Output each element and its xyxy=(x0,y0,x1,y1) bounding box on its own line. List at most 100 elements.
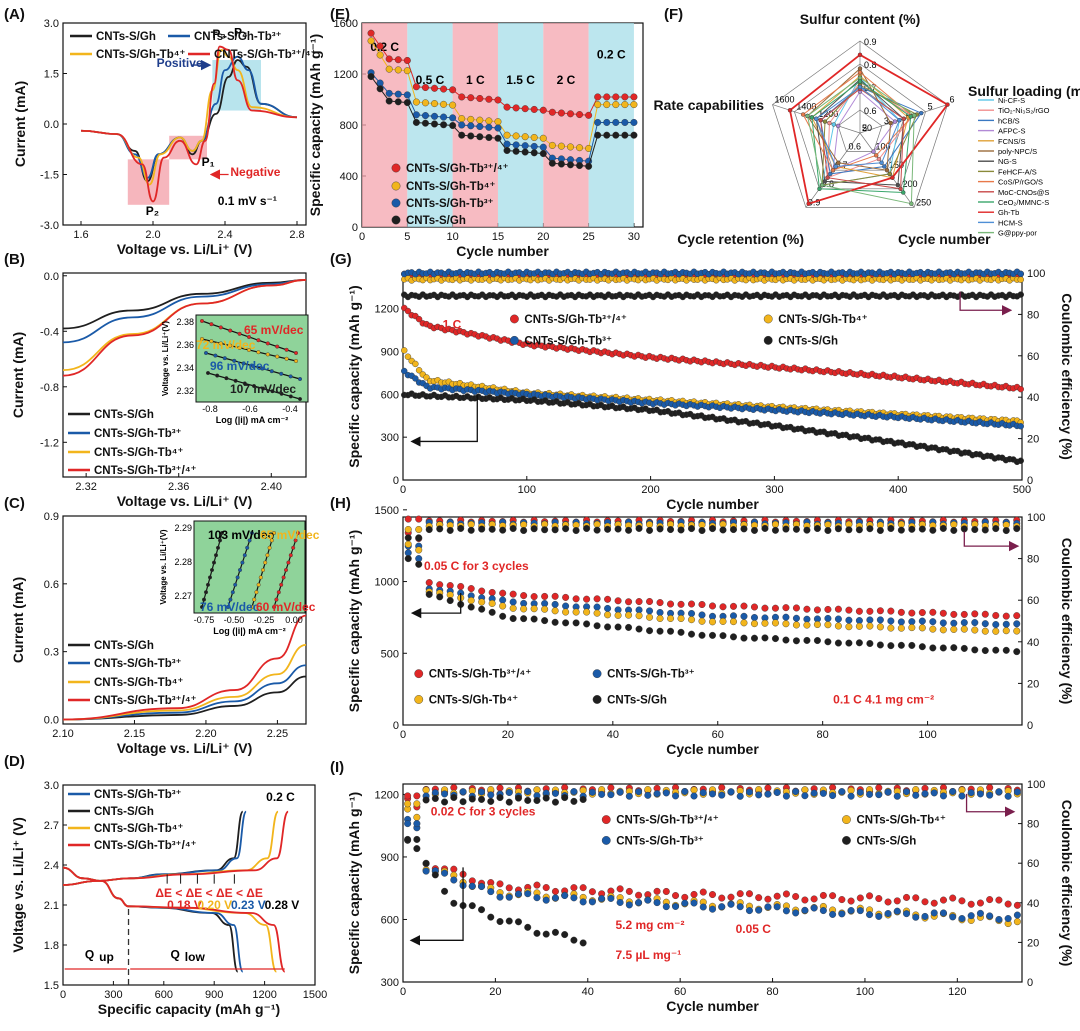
capacity-point xyxy=(404,555,412,563)
capacity-point xyxy=(875,912,883,920)
efficiency-point xyxy=(404,534,412,542)
capacity-point xyxy=(824,621,832,629)
inset-point xyxy=(296,531,301,536)
capacity-point xyxy=(625,623,633,631)
capacity-point xyxy=(509,615,517,623)
efficiency-point xyxy=(967,789,975,797)
y-tick-label: 300 xyxy=(381,432,399,444)
capacity-point xyxy=(813,621,821,629)
data-point xyxy=(494,118,502,126)
capacity-point xyxy=(425,579,433,587)
negative-label: Negative xyxy=(230,165,280,179)
efficiency-point xyxy=(583,524,591,532)
data-point xyxy=(403,91,411,99)
capacity-point xyxy=(487,913,495,921)
efficiency-point xyxy=(1013,788,1021,796)
capacity-point xyxy=(478,598,486,606)
efficiency-point xyxy=(792,788,800,796)
capacity-point xyxy=(646,597,654,605)
efficiency-point xyxy=(441,790,449,798)
efficiency-point xyxy=(644,791,652,799)
radar-series xyxy=(811,75,909,179)
capacity-point xyxy=(803,636,811,644)
capacity-point xyxy=(824,638,832,646)
capacity-point xyxy=(718,903,726,911)
inset-point xyxy=(240,560,245,565)
data-point xyxy=(385,89,393,97)
inset-point xyxy=(233,582,238,587)
efficiency-point xyxy=(404,820,412,828)
capacity-point xyxy=(551,887,559,895)
x-tick-label: 20 xyxy=(537,231,549,243)
legend-entry: MoC-CNOs@S xyxy=(998,188,1049,197)
efficiency-point xyxy=(986,791,994,799)
capacity-point xyxy=(801,896,809,904)
capacity-point xyxy=(572,595,580,603)
capacity-point xyxy=(939,896,947,904)
capacity-point xyxy=(740,634,748,642)
radar-point xyxy=(809,115,815,120)
capacity-point xyxy=(699,903,707,911)
lsv-curve xyxy=(62,675,307,721)
capacity-point xyxy=(939,619,947,627)
capacity-point xyxy=(496,893,504,901)
inset-point xyxy=(274,597,279,602)
data-point xyxy=(512,147,520,155)
y-tick-label: 3.0 xyxy=(44,780,59,792)
inset-point xyxy=(265,341,270,346)
capacity-point xyxy=(866,607,874,615)
data-point xyxy=(539,106,547,114)
efficiency-point xyxy=(1017,276,1024,283)
capacity-point xyxy=(1013,627,1021,635)
capacity-point xyxy=(967,900,975,908)
x-axis-label: Cycle number xyxy=(666,496,759,512)
capacity-point xyxy=(677,615,685,623)
data-point xyxy=(566,143,574,151)
legend-entry: CNTs-S/Gh-Tb⁴⁺ xyxy=(94,823,183,835)
capacity-point xyxy=(897,641,905,649)
efficiency-point xyxy=(616,788,624,796)
data-point xyxy=(385,55,393,63)
data-point xyxy=(576,111,584,119)
inset-point xyxy=(237,568,242,573)
capacity-point xyxy=(570,894,578,902)
data-point xyxy=(530,149,538,157)
data-point xyxy=(385,65,393,73)
x-tick-label: 300 xyxy=(765,484,783,496)
y2-tick-label: 0 xyxy=(1027,475,1033,487)
efficiency-point xyxy=(404,800,412,808)
capacity-point xyxy=(740,602,748,610)
capacity-point xyxy=(782,604,790,612)
capacity-point xyxy=(579,898,587,906)
left-axis-arrow xyxy=(409,867,464,946)
efficiency-point xyxy=(761,524,769,532)
efficiency-point xyxy=(893,792,901,800)
capacity-point xyxy=(415,367,423,374)
capacity-point xyxy=(635,598,643,606)
lsv-curve xyxy=(62,614,307,721)
delta-e-value: 0.23 V xyxy=(231,898,266,912)
capacity-point xyxy=(450,876,458,884)
legend-entry: CNTs-S/Gh-Tb³⁺ xyxy=(94,428,182,440)
radar-point xyxy=(882,164,887,169)
inset-point xyxy=(215,545,220,550)
inset-x-tick: -0.4 xyxy=(282,404,298,414)
legend-entry: CNTs-S/Gh xyxy=(856,835,916,847)
inset-point xyxy=(291,545,296,550)
capacity-point xyxy=(876,607,884,615)
efficiency-point xyxy=(551,789,559,797)
capacity-point xyxy=(782,613,790,621)
efficiency-point xyxy=(745,788,753,796)
data-point xyxy=(539,134,547,142)
y-tick-label: 0.3 xyxy=(44,647,59,659)
data-point xyxy=(458,121,466,129)
capacity-point xyxy=(496,918,504,926)
radar-tick: 0.6 xyxy=(864,106,877,116)
capacity-point xyxy=(834,639,842,647)
efficiency-point xyxy=(436,525,444,533)
rate-line xyxy=(370,76,634,167)
capacity-point xyxy=(950,644,958,652)
radar-point xyxy=(912,113,917,118)
x-tick-label: 100 xyxy=(856,986,874,998)
